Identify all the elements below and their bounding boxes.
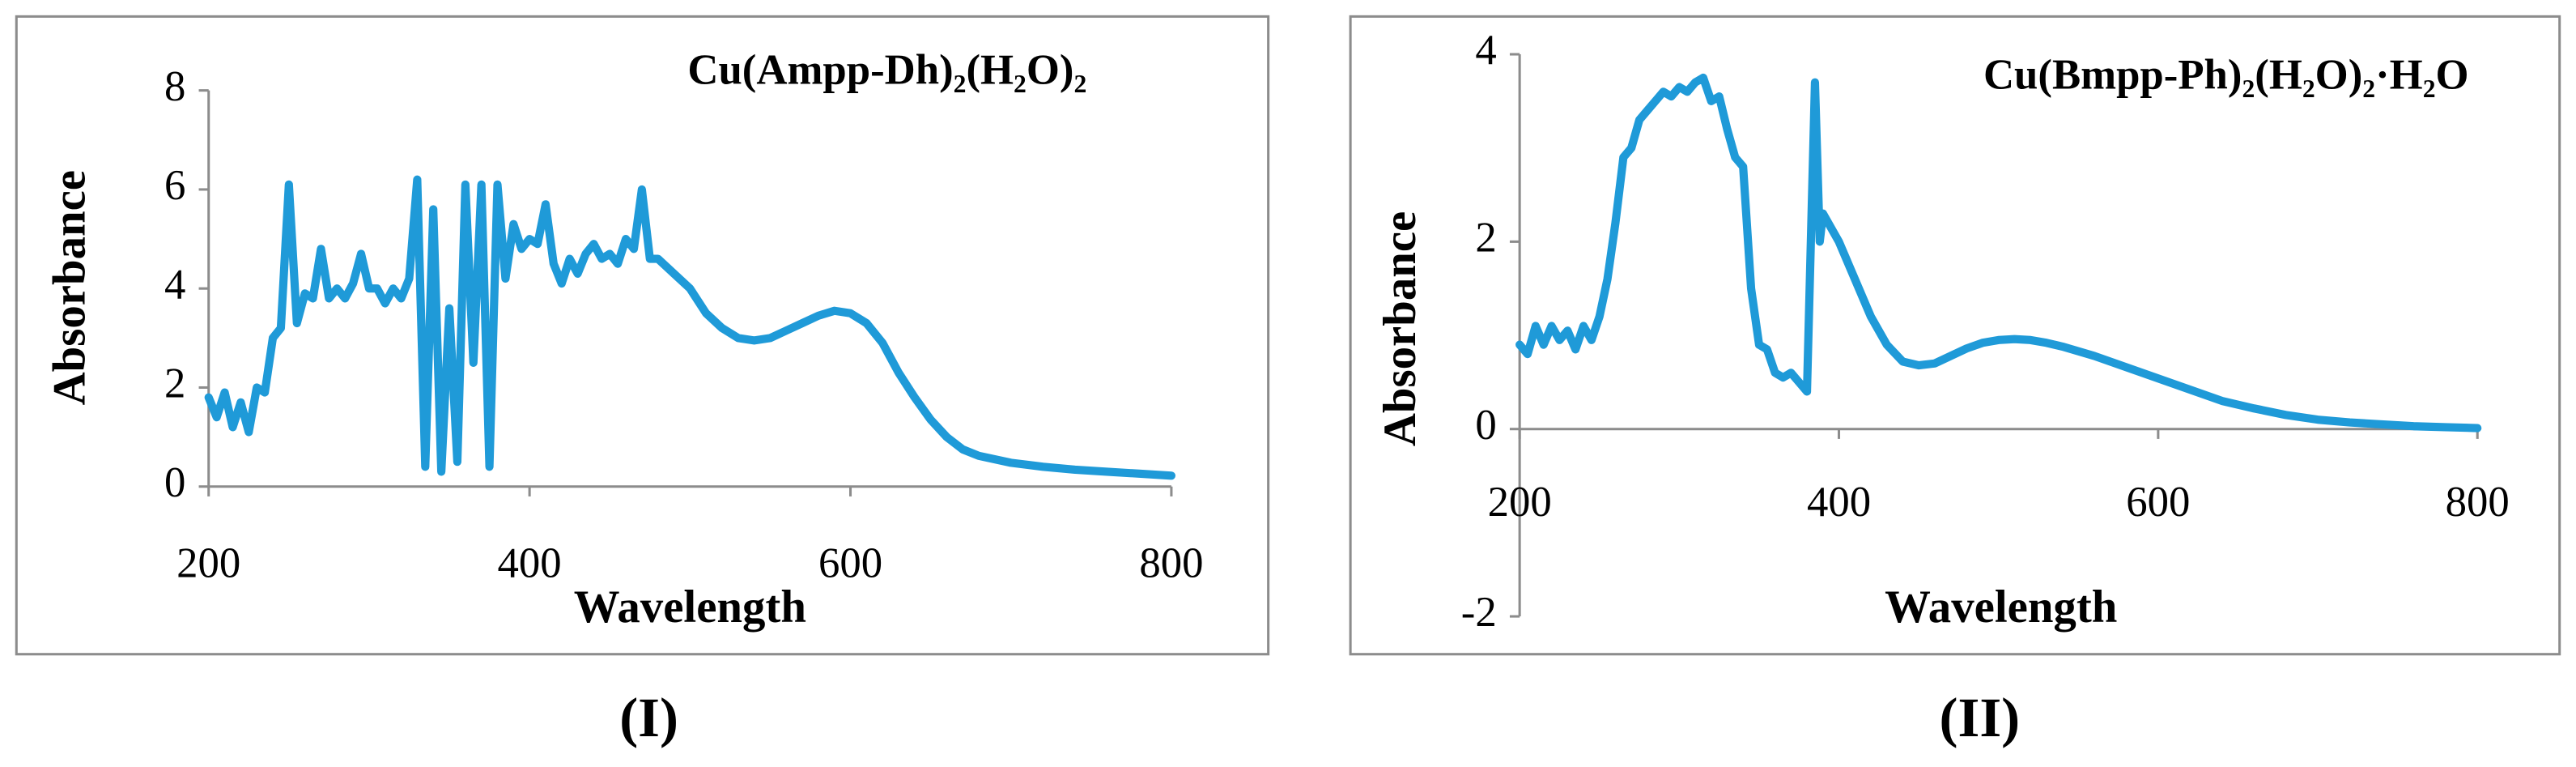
data-line [1515, 73, 2482, 433]
panel-label: (II) [1940, 687, 2021, 748]
y-tick-label: 6 [164, 162, 185, 209]
panel-label: (I) [619, 687, 678, 748]
y-tick-label: 2 [164, 360, 185, 407]
x-tick-label: 600 [818, 539, 882, 586]
y-axis-label: Absorbance [44, 170, 95, 405]
x-tick-label: 600 [2126, 479, 2190, 526]
y-axis-label: Absorbance [1375, 211, 1426, 446]
y-tick-label: 0 [1475, 402, 1496, 449]
x-tick-label: 400 [498, 539, 562, 586]
x-tick-label: 200 [1488, 479, 1552, 526]
x-axis-label: Wavelength [1885, 582, 2117, 633]
y-tick-label: 2 [1475, 214, 1496, 261]
x-tick-label: 800 [1139, 539, 1203, 586]
y-tick-label: 0 [164, 459, 185, 506]
chart-frame [15, 15, 1270, 656]
y-tick-label: -2 [1461, 589, 1497, 636]
chart-title: Cu(Ampp-Dh)₂(H₂O)₂ [687, 46, 1086, 93]
y-tick-label: 4 [1475, 27, 1496, 74]
y-tick-label: 8 [164, 63, 185, 110]
y-tick-label: 4 [164, 261, 185, 308]
x-tick-label: 800 [2446, 479, 2510, 526]
x-tick-label: 200 [176, 539, 240, 586]
x-axis-label: Wavelength [574, 582, 806, 633]
x-tick-label: 400 [1807, 479, 1871, 526]
chart-title: Cu(Bmpp-Ph)₂(H₂O)₂·H₂O [1983, 52, 2469, 99]
chart-frame [1349, 15, 2561, 656]
data-line [204, 175, 1175, 480]
